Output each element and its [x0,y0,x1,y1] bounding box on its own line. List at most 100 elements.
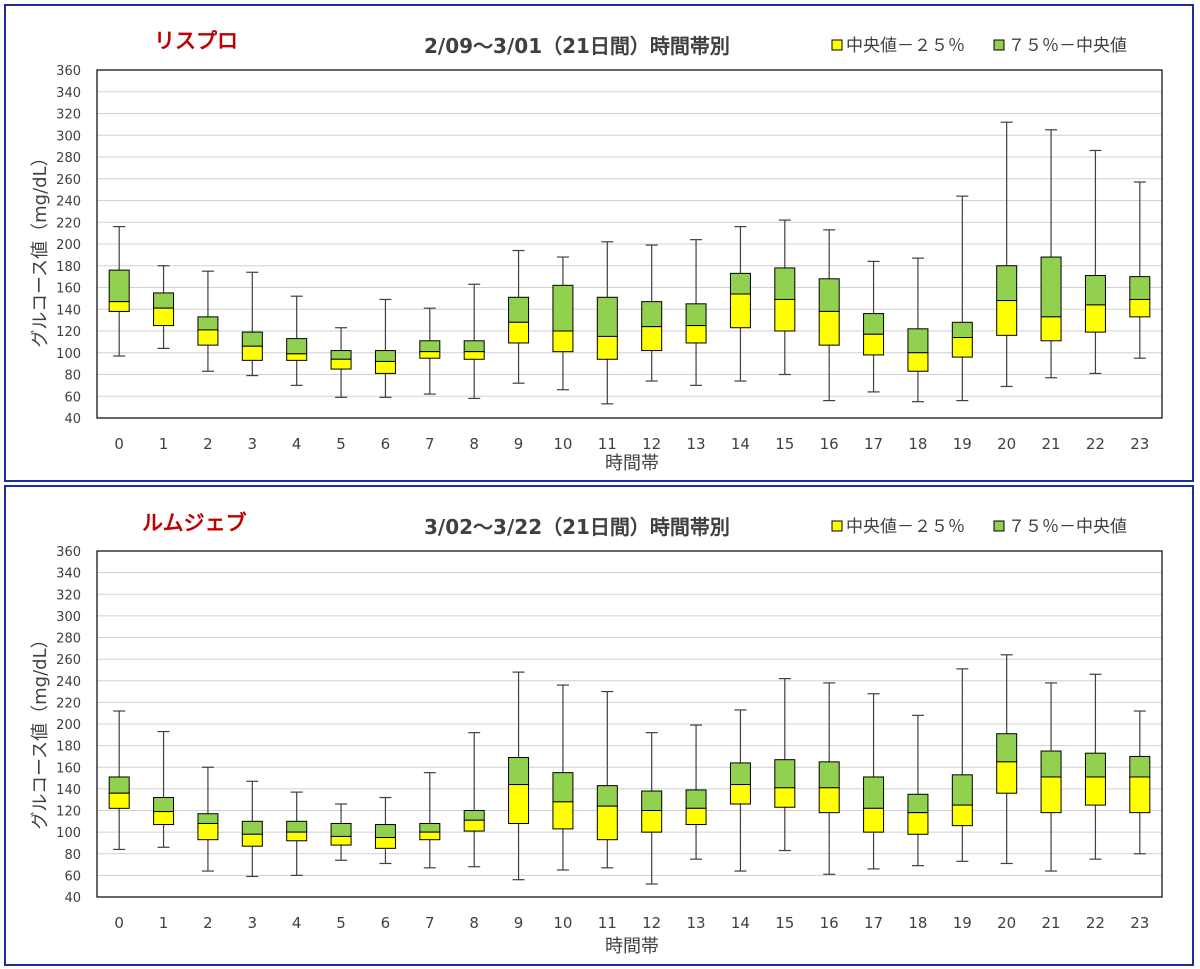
y-tick-label: 160 [56,761,81,776]
x-tick-label: 6 [381,435,391,453]
box-lower [374,837,396,849]
box-23 [1129,181,1151,359]
box-lower [1084,304,1106,333]
box-lower [596,335,618,360]
box-upper [685,789,707,809]
box-lower [774,298,796,332]
x-tick-label: 3 [248,435,258,453]
box-lower [818,787,840,814]
box-upper [818,278,840,312]
box-upper [907,793,929,814]
y-tick-label: 200 [56,718,81,733]
x-tick-label: 11 [598,435,617,453]
box-lower [552,801,574,830]
drug-title: ルムジェブ [142,511,247,535]
x-tick-label: 20 [997,914,1016,932]
chart-title: 2/09～3/01（21日間）時間帯別 [424,34,730,58]
box-lower [1129,298,1151,318]
x-tick-label: 14 [731,435,750,453]
box-11 [596,241,618,405]
box-1 [153,265,175,349]
x-tick-label: 22 [1086,435,1105,453]
box-12 [641,244,663,382]
box-upper [996,733,1018,763]
box-lower [241,345,263,361]
box-upper [863,776,885,809]
x-tick-label: 11 [598,914,617,932]
box-upper [951,321,973,339]
box-upper [330,350,352,360]
plot-frame [96,69,1163,419]
box-lower [818,310,840,346]
box-19 [951,195,973,402]
box-upper [774,267,796,300]
x-tick-label: 5 [336,435,346,453]
box-upper [552,772,574,803]
x-tick-label: 19 [953,914,972,932]
box-lower [996,300,1018,336]
box-lower [1040,776,1062,814]
y-tick-label: 320 [56,588,81,603]
box-18 [907,714,929,867]
box-lower [463,819,485,832]
y-tick-label: 200 [56,238,81,253]
legend-label-upper: ７５％－中央値 [1008,36,1127,56]
box-lower [685,807,707,826]
box-upper [1129,755,1151,778]
box-upper [286,338,308,355]
box-3 [241,780,263,878]
box-upper [1040,750,1062,778]
y-tick-label: 340 [56,86,81,101]
box-upper [774,759,796,789]
box-22 [1084,673,1106,860]
box-lower [907,352,929,372]
box-upper [729,272,751,295]
y-tick-label: 360 [56,64,81,79]
y-tick-label: 160 [56,282,81,297]
box-lower [286,353,308,361]
y-axis-label: グルコース値（mg/dL） [30,148,51,347]
y-tick-label: 280 [56,151,81,166]
box-upper [286,820,308,833]
box-upper [374,350,396,362]
x-tick-label: 20 [997,435,1016,453]
x-tick-label: 15 [775,914,794,932]
x-tick-label: 4 [292,914,302,932]
x-tick-label: 14 [731,914,750,932]
box-13 [685,724,707,860]
x-tick-label: 0 [114,435,124,453]
box-upper [907,328,929,354]
box-upper [1084,752,1106,778]
box-upper [153,797,175,813]
legend-swatch-upper [993,39,1005,51]
legend-swatch-upper [993,520,1005,532]
box-lower [197,822,219,841]
box-17 [863,260,885,393]
box-upper [241,331,263,347]
box-15 [774,677,796,852]
y-tick-label: 220 [56,696,81,711]
y-tick-label: 260 [56,173,81,188]
box-lower [729,784,751,805]
x-tick-label: 10 [553,914,572,932]
box-upper [729,762,751,786]
y-tick-label: 280 [56,632,81,647]
box-upper [241,820,263,835]
box-7 [419,772,441,869]
box-21 [1040,682,1062,872]
box-lower [286,831,308,842]
box-upper [508,296,530,323]
x-tick-label: 2 [203,435,213,453]
box-lower [641,326,663,352]
y-tick-label: 60 [64,869,81,884]
box-lower [463,351,485,360]
box-8 [463,283,485,400]
box-upper [108,269,130,303]
box-lower [153,811,175,826]
x-tick-label: 7 [425,914,435,932]
box-lower [153,307,175,327]
box-0 [108,710,130,851]
box-14 [729,709,751,872]
x-tick-label: 18 [908,435,927,453]
x-tick-label: 8 [469,914,479,932]
